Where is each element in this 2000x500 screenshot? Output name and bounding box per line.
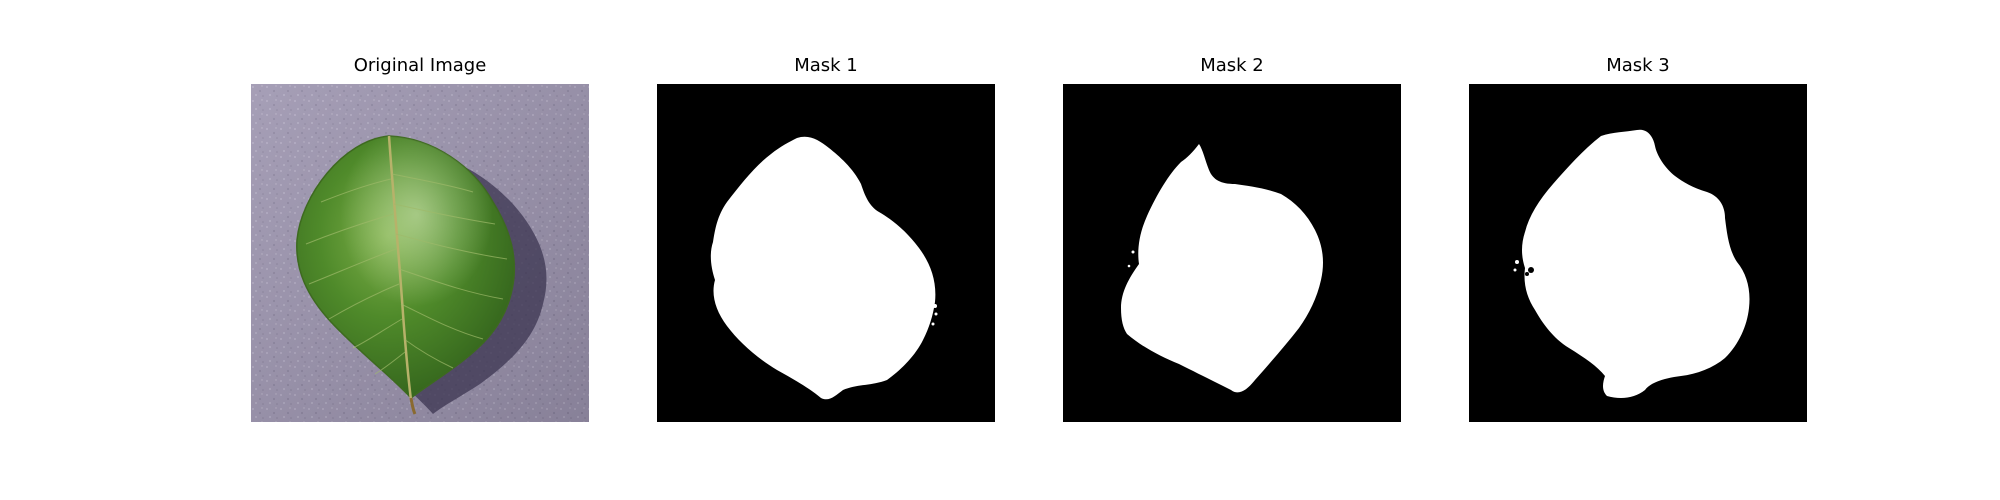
panel-mask-2: Mask 2 <box>1063 55 1401 425</box>
mask-1-image <box>657 84 995 422</box>
panel-title: Mask 2 <box>1200 55 1264 76</box>
leaf-midrib <box>387 135 413 401</box>
leaf-veins <box>305 173 508 375</box>
panel-mask-1: Mask 1 <box>657 55 995 425</box>
leaf-stem <box>409 397 417 415</box>
mask-foreground <box>710 136 936 400</box>
mask-3-image <box>1469 84 1807 422</box>
original-leaf-image <box>251 84 589 422</box>
mask-foreground <box>1522 129 1750 399</box>
panel-title: Mask 3 <box>1606 55 1670 76</box>
panel-title: Original Image <box>353 55 487 76</box>
mask-foreground <box>1121 144 1323 393</box>
mask-2-image <box>1063 84 1401 422</box>
panel-original-image: Original Image <box>251 55 589 425</box>
panel-mask-3: Mask 3 <box>1469 55 1807 425</box>
panel-title: Mask 1 <box>794 55 858 76</box>
